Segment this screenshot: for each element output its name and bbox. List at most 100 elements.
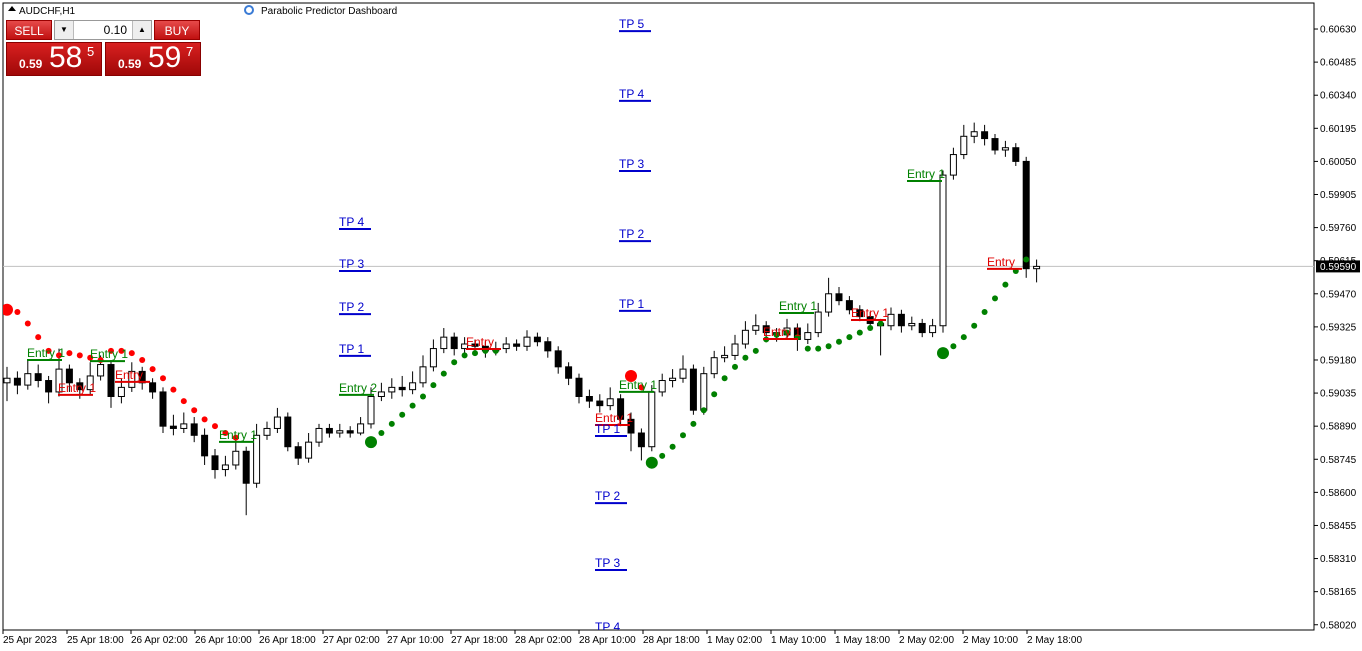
sar-dot (992, 295, 998, 302)
sar-dot (472, 350, 478, 357)
sar-dot (399, 411, 406, 418)
candle-body (419, 366, 427, 384)
buy-button[interactable]: BUY (154, 20, 200, 40)
y-tick-label: 0.59035 (1320, 389, 1357, 400)
sar-dot (773, 331, 780, 338)
candle-body (377, 391, 385, 398)
lot-up[interactable]: ▲ (132, 21, 151, 39)
annotation-label: Entry 1 (763, 325, 801, 339)
sar-dot (191, 407, 198, 414)
annotation-label: Entry (987, 255, 1015, 269)
annotation-label: TP 1 (339, 342, 364, 356)
candle-body (169, 425, 177, 429)
annotation-label: TP 3 (339, 257, 364, 271)
price-big: 59 (148, 41, 182, 74)
sar-dot (108, 347, 114, 354)
price-small: 0.59 (118, 57, 142, 71)
price-tag-label: 0.59590 (1320, 262, 1357, 273)
candle-body (367, 396, 375, 425)
sar-dot (981, 309, 988, 316)
sar-dot (232, 434, 239, 441)
sar-dot (645, 456, 658, 469)
sar-dot (752, 347, 759, 354)
sar-dot (690, 420, 697, 427)
candle-body (991, 138, 999, 151)
candle-body (461, 343, 469, 350)
candle-body (596, 400, 604, 407)
sar-dot (14, 309, 21, 316)
candle-body (689, 368, 697, 411)
sar-dot (170, 386, 177, 393)
sar-dot (669, 443, 676, 450)
trade-panel: SELL ▼ 0.10 ▲ BUY 0.59 58 5 0.59 59 7 (6, 20, 201, 76)
annotation-label: Entry (115, 368, 143, 382)
sar-dot (430, 382, 437, 389)
candle-body (325, 427, 333, 434)
annotation-label: Entry 1 (851, 306, 889, 320)
sar-dot (222, 430, 229, 437)
lot-value: 0.10 (103, 23, 127, 37)
candle-body (336, 430, 344, 434)
candle-body (3, 377, 11, 384)
sar-dot (960, 334, 967, 341)
annotation-label: Entry (466, 335, 494, 349)
sar-dot (638, 384, 645, 391)
candle-body (440, 336, 448, 350)
lot-down[interactable]: ▼ (55, 21, 74, 39)
price-sup: 7 (186, 44, 194, 59)
candle-body (949, 154, 957, 176)
candle-body (887, 313, 895, 327)
candle-body (1022, 160, 1030, 270)
lot-input[interactable]: ▼ 0.10 ▲ (54, 20, 152, 40)
sar-dot (1023, 256, 1030, 263)
candle-body (86, 375, 94, 391)
candle-body (960, 135, 968, 156)
annotation-label: Entry 1 (619, 378, 657, 392)
candle-body (55, 368, 63, 393)
sar-dot (3, 303, 13, 316)
sar-dot (846, 334, 853, 341)
sell-price[interactable]: 0.59 58 5 (6, 41, 102, 76)
sar-dot (721, 375, 728, 382)
sar-dot (856, 329, 863, 336)
y-tick-label: 0.59180 (1320, 355, 1357, 366)
x-tick-label: 27 Apr 18:00 (451, 635, 508, 646)
candle-body (284, 416, 292, 448)
y-tick-label: 0.58745 (1320, 455, 1357, 466)
sar-dot (378, 430, 385, 437)
candle-body (523, 336, 531, 347)
symbol-arrow (8, 6, 16, 11)
sell-button[interactable]: SELL (6, 20, 52, 40)
sar-dot (680, 432, 686, 439)
annotation-label: TP 3 (595, 556, 620, 570)
candle-body (1012, 147, 1020, 162)
candle-body (1001, 147, 1009, 151)
sar-dot (118, 347, 125, 354)
annotation-label: TP 4 (619, 87, 644, 101)
candle-body (554, 350, 562, 368)
sar-dot (76, 352, 83, 359)
candle-body (804, 332, 812, 340)
annotation-label: TP 4 (595, 620, 620, 634)
y-tick-label: 0.58020 (1320, 620, 1357, 631)
candle-body (388, 386, 396, 393)
candle-body (981, 131, 989, 140)
x-tick-label: 26 Apr 10:00 (195, 635, 252, 646)
candle-body (814, 311, 822, 334)
buy-price[interactable]: 0.59 59 7 (105, 41, 201, 76)
candle-body (201, 434, 209, 457)
sar-dot (784, 329, 790, 336)
candle-body (346, 430, 354, 434)
sar-dot (836, 338, 842, 345)
sar-dot (804, 345, 811, 352)
candle-body (190, 423, 198, 436)
x-tick-label: 26 Apr 18:00 (259, 635, 316, 646)
x-tick-label: 25 Apr 18:00 (67, 635, 124, 646)
annotation-label: Entry 1 (58, 381, 96, 395)
candle-body (263, 427, 271, 436)
sar-dot (877, 320, 884, 327)
annotation-label: TP 5 (619, 17, 644, 31)
annotation-label: Entry 2 (339, 381, 377, 395)
